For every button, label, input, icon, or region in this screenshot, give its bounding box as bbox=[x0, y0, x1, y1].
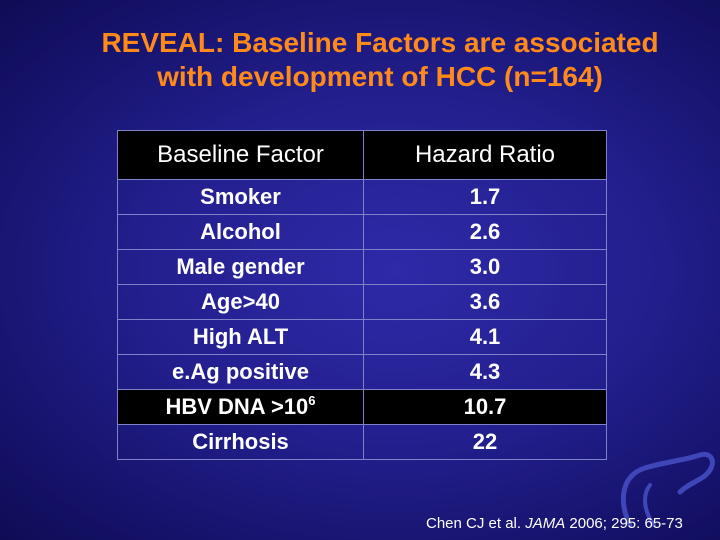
hazard-ratio-cell: 10.7 bbox=[363, 389, 607, 425]
citation-details: 2006; 295: 65-73 bbox=[569, 515, 683, 532]
liver-outline-icon bbox=[620, 451, 715, 528]
header-baseline-factor: Baseline Factor bbox=[117, 130, 364, 180]
title-line-2: with development of HCC (n=164) bbox=[157, 61, 603, 92]
factor-text: HBV DNA >10 bbox=[165, 394, 309, 419]
table-header-row: Baseline Factor Hazard Ratio bbox=[117, 130, 607, 180]
slide-title: REVEAL: Baseline Factors are associated … bbox=[40, 26, 720, 94]
factor-cell: Age>40 bbox=[117, 284, 364, 320]
hazard-ratio-cell: 4.1 bbox=[363, 319, 607, 355]
title-line-1: REVEAL: Baseline Factors are associated bbox=[101, 27, 659, 58]
hazard-ratio-cell: 4.3 bbox=[363, 354, 607, 390]
table-row: Male gender 3.0 bbox=[117, 249, 607, 285]
table-row: Alcohol 2.6 bbox=[117, 214, 607, 250]
table-row: HBV DNA >106 10.7 bbox=[117, 389, 607, 425]
citation-authors: Chen CJ et al. bbox=[426, 515, 522, 532]
factor-cell: Male gender bbox=[117, 249, 364, 285]
header-hazard-ratio: Hazard Ratio bbox=[363, 130, 607, 180]
hazard-ratio-table: Baseline Factor Hazard Ratio Smoker 1.7 … bbox=[117, 130, 607, 460]
factor-cell: HBV DNA >106 bbox=[117, 389, 364, 425]
table-row: Age>40 3.6 bbox=[117, 284, 607, 320]
factor-cell: Smoker bbox=[117, 179, 364, 215]
hazard-ratio-cell: 1.7 bbox=[363, 179, 607, 215]
table-row: Smoker 1.7 bbox=[117, 179, 607, 215]
hazard-ratio-cell: 2.6 bbox=[363, 214, 607, 250]
citation-journal: JAMA bbox=[525, 515, 566, 532]
hazard-ratio-cell: 22 bbox=[363, 424, 607, 460]
factor-cell: e.Ag positive bbox=[117, 354, 364, 390]
factor-cell: Cirrhosis bbox=[117, 424, 364, 460]
table-row: e.Ag positive 4.3 bbox=[117, 354, 607, 390]
hazard-ratio-cell: 3.6 bbox=[363, 284, 607, 320]
factor-cell: Alcohol bbox=[117, 214, 364, 250]
factor-cell: High ALT bbox=[117, 319, 364, 355]
citation: Chen CJ et al. JAMA 2006; 295: 65-73 bbox=[426, 515, 683, 532]
table-row: High ALT 4.1 bbox=[117, 319, 607, 355]
exponent: 6 bbox=[308, 393, 316, 408]
hazard-ratio-cell: 3.0 bbox=[363, 249, 607, 285]
table-row: Cirrhosis 22 bbox=[117, 424, 607, 460]
